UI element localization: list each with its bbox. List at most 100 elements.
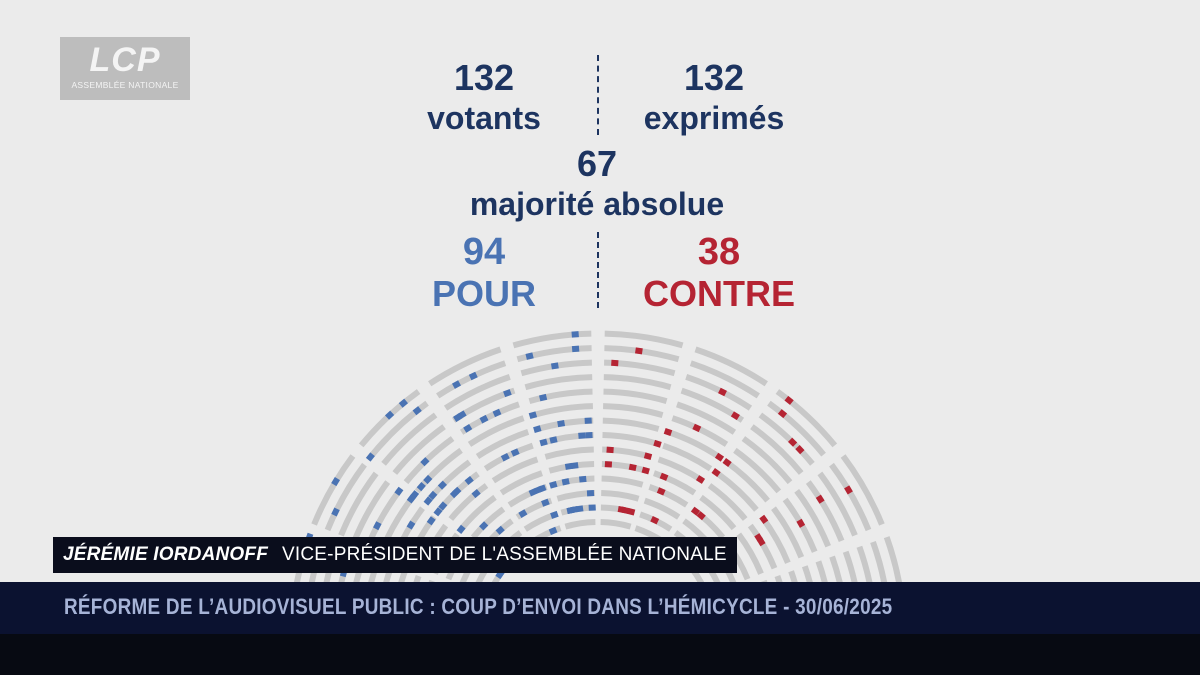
seat-pour	[518, 509, 528, 518]
seat-row-segment	[516, 345, 592, 363]
seat-pour	[557, 420, 566, 428]
seat-pour	[570, 506, 579, 514]
seat-contre	[611, 359, 619, 367]
seat-row-segment	[883, 536, 902, 582]
seat-contre	[650, 515, 660, 525]
seat-pour	[479, 521, 489, 531]
speaker-name: JÉRÉMIE IORDANOFF	[63, 544, 269, 565]
seat-row-segment	[856, 545, 873, 582]
seat-row-segment	[524, 374, 593, 391]
seat-row-segment	[392, 424, 446, 475]
seat-row-segment	[443, 374, 511, 411]
seat-pour	[541, 498, 550, 507]
seat-pour	[539, 393, 548, 402]
seat-row-segment	[774, 574, 783, 582]
seat-row-segment	[604, 330, 684, 349]
lcp-logo: LCP ASSEMBLÉE NATIONALE	[60, 37, 190, 100]
seat-row-segment	[604, 359, 676, 377]
seat-pour	[561, 478, 570, 486]
seat-pour	[433, 507, 443, 517]
seat-row-segment	[801, 565, 813, 582]
seat-pour	[549, 480, 558, 489]
seat-pour	[464, 475, 474, 486]
contre-number: 38	[697, 231, 741, 273]
seat-row-segment	[750, 424, 804, 475]
seat-pour	[384, 410, 395, 420]
seat-row-segment	[552, 475, 595, 488]
divider-bottom	[597, 232, 599, 308]
seat-pour	[406, 520, 416, 530]
seat-pour	[453, 413, 463, 423]
speaker-role: VICE-PRÉSIDENT DE L'ASSEMBLÉE NATIONALE	[282, 544, 727, 565]
seat-contre	[659, 472, 669, 481]
seat-row-segment	[556, 490, 595, 502]
seat-row-segment	[662, 442, 713, 472]
seat-contre	[696, 511, 706, 521]
majorite-label: majorité absolue	[469, 186, 725, 222]
seat-pour	[539, 438, 548, 447]
seat-pour	[550, 510, 559, 519]
seat-pour	[549, 436, 558, 444]
exprimes-number: 132	[683, 57, 745, 98]
seat-pour	[578, 432, 586, 439]
seat-pour	[468, 371, 478, 381]
seat-pour	[428, 490, 438, 501]
seat-pour	[584, 417, 592, 424]
seat-row-segment	[699, 494, 737, 531]
seat-row-segment	[775, 389, 838, 448]
seat-row-segment	[381, 412, 438, 466]
seat-contre	[815, 494, 825, 504]
seat-contre	[754, 533, 764, 543]
seat-row-segment	[767, 400, 826, 457]
seat-row-segment	[747, 523, 778, 570]
seat-contre	[718, 387, 727, 397]
seat-row-segment	[515, 497, 553, 520]
seat-pour	[331, 507, 340, 517]
seat-pour	[534, 485, 544, 494]
seat-row-segment	[499, 470, 543, 496]
seat-pour	[449, 489, 460, 499]
seat-pour	[479, 414, 489, 424]
seat-row-segment	[741, 436, 793, 485]
seat-row-segment	[544, 446, 594, 460]
seat-pour	[365, 452, 375, 462]
seat-pour	[571, 345, 580, 353]
seat-contre	[606, 446, 614, 454]
seat-row-segment	[564, 519, 596, 530]
lower-third-caption: JÉRÉMIE IORDANOFF VICE-PRÉSIDENT DE L'AS…	[53, 537, 737, 573]
seat-row-segment	[716, 471, 759, 512]
seat-row-segment	[829, 462, 872, 532]
seat-pour	[423, 474, 433, 485]
seat-pour	[492, 408, 502, 418]
seat-row-segment	[648, 484, 689, 508]
seat-pour	[420, 457, 430, 467]
seat-row-segment	[528, 388, 593, 404]
votants-figure: 132 votants	[404, 58, 564, 138]
seat-row-segment	[680, 387, 745, 423]
seat-contre	[795, 444, 805, 455]
seat-row-segment	[694, 346, 768, 387]
seat-row-segment	[685, 374, 753, 411]
seat-pour	[548, 526, 558, 536]
seat-row-segment	[448, 483, 489, 521]
seat-row-segment	[689, 360, 760, 399]
seat-contre	[641, 466, 650, 475]
seat-row-segment	[840, 454, 885, 526]
seat-row-segment	[671, 415, 729, 447]
seat-row-segment	[459, 401, 520, 435]
pour-label: POUR	[431, 273, 536, 314]
contre-label: CONTRE	[643, 273, 795, 314]
seat-row-segment	[491, 456, 539, 484]
seat-pour	[373, 521, 382, 531]
hemicycle-rows	[294, 330, 902, 582]
logo-subtitle: ASSEMBLÉE NATIONALE	[71, 80, 179, 90]
seat-pour	[533, 425, 542, 433]
pour-number: 94	[462, 231, 506, 273]
seat-contre	[643, 452, 653, 461]
seat-contre	[759, 514, 769, 524]
seat-pour	[528, 411, 538, 420]
seat-row-segment	[815, 560, 828, 582]
seat-pour	[437, 480, 447, 490]
news-ticker: RÉFORME DE L’AUDIOVISUEL PUBLIC : COUP D…	[0, 582, 1200, 634]
contre-figure: 38 CONTRE	[624, 230, 814, 314]
